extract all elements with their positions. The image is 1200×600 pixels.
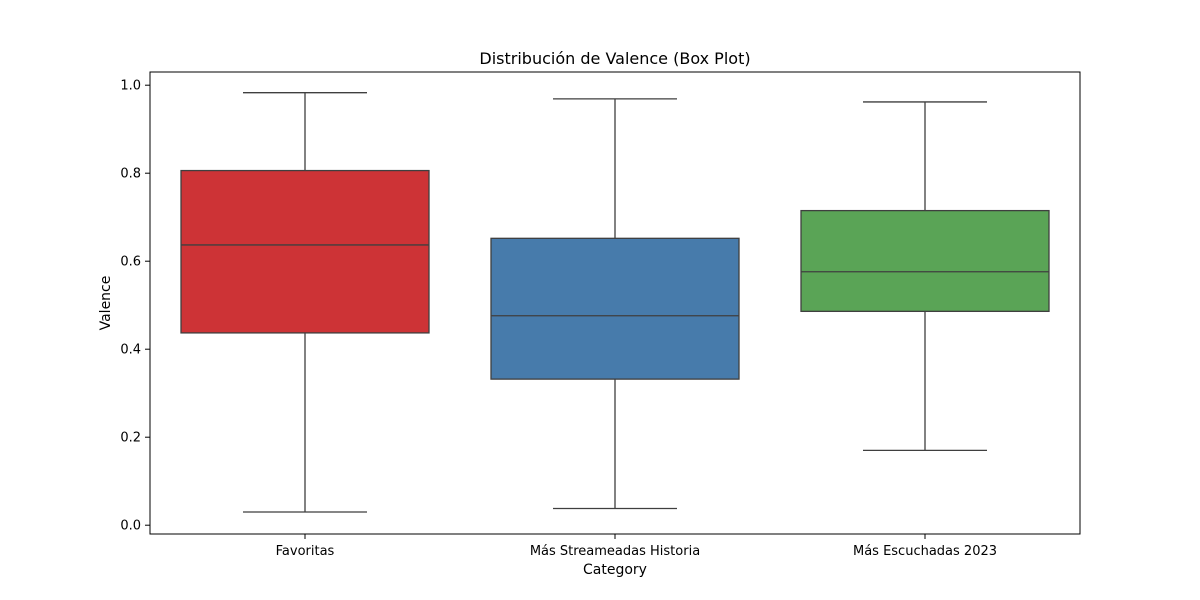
- y-axis-label: Valence: [98, 276, 114, 331]
- x-tick-label: Favoritas: [276, 544, 335, 559]
- box-3-iqr-rect: [800, 209, 1050, 313]
- x-tick-label: Más Escuchadas 2023: [853, 544, 997, 559]
- plot-frame: [149, 71, 1081, 535]
- y-tick-label: 0.2: [120, 431, 141, 446]
- box-1-iqr-rect: [180, 169, 430, 334]
- y-tick-label: 0.4: [120, 343, 141, 358]
- y-tick-label: 0.8: [120, 167, 141, 182]
- y-tick-label: 1.0: [120, 79, 141, 94]
- chart-title: Distribución de Valence (Box Plot): [479, 49, 750, 68]
- x-axis-label: Category: [583, 562, 647, 578]
- y-tick-label: 0.6: [120, 255, 141, 270]
- plot-area: 0.0 0.2 0.4 0.6 0.8 1.0 Favoritas Más Streamead…: [120, 71, 1081, 559]
- x-tick-label: Más Streameadas Historia: [530, 544, 700, 559]
- box-2-iqr-rect: [490, 237, 740, 380]
- y-tick-label: 0.0: [120, 519, 141, 534]
